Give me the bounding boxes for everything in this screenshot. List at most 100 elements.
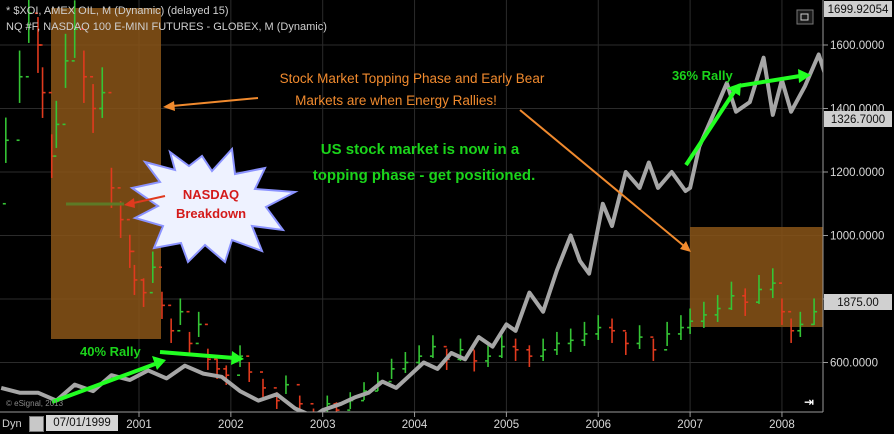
nq-bar — [788, 310, 795, 343]
highlight-box-2000 — [51, 8, 161, 339]
x-tick-label: 2002 — [218, 419, 244, 431]
xoi-line — [0, 52, 847, 419]
nq-bar — [16, 50, 23, 142]
nq-bar — [553, 331, 560, 355]
topping-title-1: Stock Market Topping Phase and Early Bea… — [280, 71, 545, 86]
nq-bar — [609, 318, 616, 343]
rally-arrow-1-head — [152, 356, 166, 370]
nasdaq-burst-icon — [129, 146, 299, 264]
date-box[interactable]: 07/01/1999 — [46, 415, 118, 431]
nq-bar — [90, 75, 97, 133]
restore-button[interactable] — [796, 9, 814, 25]
nq-bar — [177, 298, 184, 332]
nq-bar — [728, 281, 735, 310]
nq-bar — [526, 345, 533, 367]
xoi-top-badge — [824, 1, 892, 17]
nq-bar — [149, 251, 156, 294]
orange-arrow-left — [171, 97, 259, 107]
nq-bar — [650, 336, 657, 361]
nq-bar — [246, 355, 253, 382]
nq-bar — [99, 67, 106, 118]
rally-36-label: 36% Rally — [672, 68, 733, 83]
y-tick-label: 1200.0000 — [830, 167, 884, 179]
nq-bar — [80, 28, 87, 103]
copyright-text: © eSignal, 2013 — [6, 399, 64, 408]
orange-arrow-right — [519, 109, 685, 247]
header-line-2: NQ #F, NASDAQ 100 E-MINI FUTURES - GLOBE… — [6, 21, 327, 33]
header-line-1: * $XOI, AMEX OIL, M (Dynamic) (delayed 1… — [6, 5, 229, 17]
nq-bar — [714, 295, 721, 322]
nq-bar — [25, 0, 32, 78]
x-tick-label: 2008 — [769, 419, 795, 431]
orange-arrow-left-head — [163, 101, 175, 111]
nq-bar — [755, 274, 762, 304]
rally-arrow-4 — [737, 74, 801, 88]
nq-last-value: 1875.00 — [837, 297, 879, 309]
nq-bar — [700, 301, 707, 328]
nasdaq-label-1: NASDAQ — [183, 187, 239, 202]
x-axis-panel — [0, 412, 894, 434]
nq-bar — [117, 187, 124, 238]
x-tick-label: 2006 — [585, 419, 611, 431]
dyn-label: Dyn — [2, 418, 22, 430]
nq-bar — [195, 311, 202, 345]
nq-bar — [416, 345, 423, 367]
nq-bar — [388, 358, 395, 383]
nq-bar — [636, 325, 643, 349]
nq-bar — [567, 328, 574, 352]
us-market-2: topping phase - get positioned. — [313, 167, 536, 184]
period-icon[interactable] — [29, 416, 44, 432]
nq-bar — [622, 329, 629, 355]
nq-bar — [797, 311, 804, 337]
y-tick-label: 1600.0000 — [830, 40, 884, 52]
rally-arrow-1 — [51, 362, 156, 404]
x-tick-label: 2003 — [310, 419, 336, 431]
nq-bar — [62, 33, 69, 126]
rally-arrow-2 — [159, 350, 235, 360]
topping-title-2: Markets are when Energy Rallies! — [295, 93, 497, 108]
nq-bar — [186, 310, 193, 355]
nq-bar — [512, 338, 519, 361]
nq-bar — [131, 250, 138, 295]
highlight-box-2007 — [690, 227, 823, 327]
nq-bar — [361, 382, 368, 402]
nasdaq-arrow — [128, 195, 166, 205]
xoi-last-badge — [824, 111, 892, 127]
scroll-end-icon: ⇥ — [804, 395, 814, 409]
x-tick-label: 2004 — [402, 419, 428, 431]
xoi-top-value: 1699.92054 — [828, 4, 889, 16]
nq-bar — [811, 298, 818, 326]
scroll-to-end-button[interactable]: ⇥ — [800, 393, 818, 409]
nq-bar — [204, 323, 211, 370]
nq-bar — [140, 278, 147, 307]
nq-bar — [2, 117, 9, 205]
nq-bar — [498, 335, 505, 358]
rally-arrow-2-head — [231, 351, 244, 365]
nq-bar — [687, 308, 694, 334]
nasdaq-label-2: Breakdown — [176, 206, 246, 221]
y-tick-label: 600.0000 — [830, 358, 878, 370]
nq-bar — [485, 345, 492, 367]
nq-bar — [39, 44, 46, 118]
rally-arrow-3-head — [727, 83, 741, 96]
nq-bar — [71, 0, 78, 62]
nq-bar — [581, 321, 588, 346]
orange-arrow-right-head — [680, 241, 691, 252]
nq-bar — [259, 371, 266, 397]
nq-bar — [429, 335, 436, 358]
nq-bar — [168, 304, 175, 343]
nq-last-badge — [824, 294, 892, 310]
y-axis-panel — [823, 0, 894, 434]
nq-bar — [664, 321, 671, 351]
nq-bar — [158, 266, 165, 319]
nq-bar — [108, 91, 115, 208]
x-tick-label: 2007 — [677, 419, 703, 431]
y-tick-label: 1000.0000 — [830, 231, 884, 243]
nq-bar — [742, 288, 749, 316]
xoi-last-value: 1326.7000 — [831, 114, 885, 126]
rally-40-label: 40% Rally — [80, 344, 141, 359]
nq-bar — [237, 345, 244, 377]
us-market-1: US stock market is now in a — [321, 141, 520, 158]
x-tick-label: 2005 — [494, 419, 520, 431]
